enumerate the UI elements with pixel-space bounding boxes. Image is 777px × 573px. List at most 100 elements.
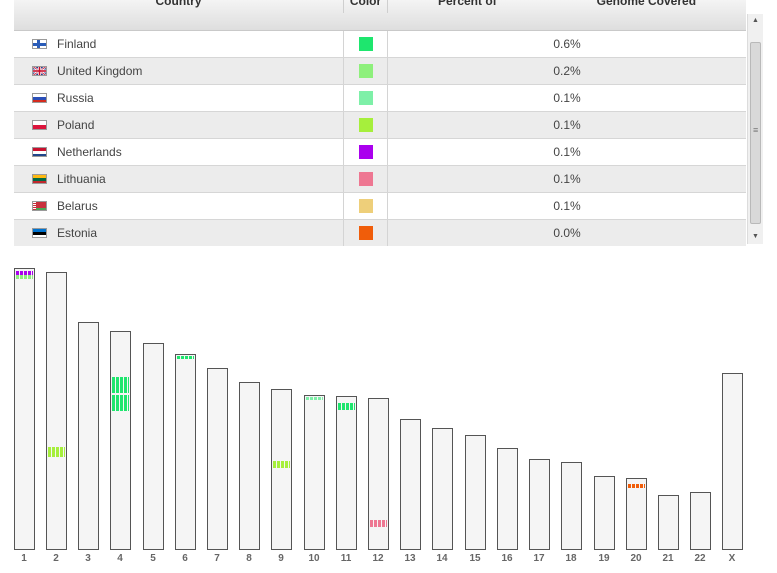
shared-segment[interactable] bbox=[48, 447, 65, 457]
chromosome-bar[interactable] bbox=[400, 419, 421, 550]
color-cell bbox=[344, 166, 388, 193]
percent-value: 0.0% bbox=[553, 226, 581, 240]
flag-estonia-icon bbox=[32, 228, 47, 238]
chromosome-bar[interactable] bbox=[143, 343, 164, 550]
chromosome-bar[interactable] bbox=[658, 495, 679, 550]
table-row[interactable]: Poland 0.1% bbox=[14, 112, 746, 139]
scroll-thumb[interactable]: ≡ bbox=[750, 42, 761, 224]
table-row[interactable]: Netherlands 0.1% bbox=[14, 139, 746, 166]
column-header-percent-suffix: Genome Covered bbox=[596, 0, 697, 8]
flag-russia-icon bbox=[32, 93, 47, 103]
chromosome-bar[interactable] bbox=[14, 268, 35, 550]
shared-segment[interactable] bbox=[112, 377, 129, 393]
chromosome-bar[interactable] bbox=[722, 373, 743, 550]
chromosome-bar[interactable] bbox=[594, 476, 615, 550]
table-body: Finland 0.6% bbox=[14, 31, 746, 246]
chromosome-label: 2 bbox=[53, 553, 59, 564]
shared-segment[interactable] bbox=[16, 271, 33, 275]
shared-segment[interactable] bbox=[273, 461, 290, 468]
country-cell: Finland bbox=[14, 31, 344, 58]
color-cell bbox=[344, 220, 388, 246]
country-cell: Estonia bbox=[14, 220, 344, 246]
flag-poland-icon bbox=[32, 120, 47, 130]
chromosome-label: 17 bbox=[533, 553, 545, 564]
chromosome-label: 9 bbox=[278, 553, 284, 564]
chromosome-bar[interactable] bbox=[690, 492, 711, 550]
chromosome-bar[interactable] bbox=[78, 322, 99, 550]
chromosome-label: 10 bbox=[308, 553, 320, 564]
chromosome-label: 22 bbox=[694, 553, 706, 564]
chromosome-bar[interactable] bbox=[207, 368, 228, 550]
column-header-color[interactable]: Color bbox=[344, 0, 388, 13]
country-name: Belarus bbox=[57, 199, 98, 213]
column-header-percent[interactable]: Percent of Genome Covered bbox=[388, 0, 746, 13]
color-swatch bbox=[359, 226, 373, 240]
color-cell bbox=[344, 193, 388, 220]
chromosome-label: 5 bbox=[150, 553, 156, 564]
scroll-down-arrow-icon[interactable]: ▼ bbox=[752, 233, 759, 240]
color-cell bbox=[344, 85, 388, 112]
chromosome-bar[interactable] bbox=[529, 459, 550, 550]
shared-segment[interactable] bbox=[112, 395, 129, 411]
shared-segment[interactable] bbox=[338, 403, 355, 410]
chromosome-bar[interactable] bbox=[465, 435, 486, 550]
chromosome-label: 19 bbox=[598, 553, 610, 564]
chromosome-bar[interactable] bbox=[626, 478, 647, 550]
chromosome-bar[interactable] bbox=[304, 395, 325, 550]
table-row[interactable]: Finland 0.6% bbox=[14, 31, 746, 58]
percent-value: 0.1% bbox=[553, 91, 581, 105]
chromosome-bar[interactable] bbox=[175, 354, 196, 550]
chromosome-bar[interactable] bbox=[432, 428, 453, 550]
shared-segment[interactable] bbox=[306, 397, 323, 400]
shared-segment[interactable] bbox=[370, 520, 387, 527]
color-swatch bbox=[359, 64, 373, 78]
chromosome-label: 12 bbox=[372, 553, 384, 564]
chromosome-label: 18 bbox=[565, 553, 577, 564]
table-header: Country Color Percent of Genome Covered bbox=[14, 0, 746, 31]
shared-segment[interactable] bbox=[16, 275, 33, 279]
chromosome-label: 3 bbox=[85, 553, 91, 564]
shared-segment[interactable] bbox=[177, 356, 194, 359]
chromosome-bar[interactable] bbox=[336, 396, 357, 550]
table-row[interactable]: United Kingdom 0.2% bbox=[14, 58, 746, 85]
table-row[interactable]: Belarus 0.1% bbox=[14, 193, 746, 220]
percent-value: 0.6% bbox=[553, 37, 581, 51]
chromosome-label: 21 bbox=[662, 553, 674, 564]
table-row[interactable]: Lithuania 0.1% bbox=[14, 166, 746, 193]
scroll-up-arrow-icon[interactable]: ▲ bbox=[752, 17, 759, 24]
chromosome-label: 7 bbox=[214, 553, 220, 564]
color-swatch bbox=[359, 37, 373, 51]
chromosome-bar[interactable] bbox=[497, 448, 518, 550]
chromosome-label: 1 bbox=[21, 553, 27, 564]
chromosome-bar[interactable] bbox=[368, 398, 389, 550]
chromosome-bar[interactable] bbox=[239, 382, 260, 550]
chromosome-label: 8 bbox=[246, 553, 252, 564]
color-swatch bbox=[359, 145, 373, 159]
color-cell bbox=[344, 139, 388, 166]
scroll-grip-icon: ≡ bbox=[753, 125, 759, 135]
percent-value: 0.1% bbox=[553, 118, 581, 132]
chromosome-label: X bbox=[728, 553, 736, 564]
chromosome-bar[interactable] bbox=[561, 462, 582, 550]
chromosome-label: 4 bbox=[117, 553, 123, 564]
column-header-country[interactable]: Country bbox=[14, 0, 344, 13]
chromosome-label: 15 bbox=[469, 553, 481, 564]
chromosome-bar[interactable] bbox=[110, 331, 131, 550]
country-table: Country Color Percent of Genome Covered F… bbox=[14, 0, 764, 246]
country-cell: Netherlands bbox=[14, 139, 344, 166]
chromosome-label: 16 bbox=[501, 553, 513, 564]
flag-finland-icon bbox=[32, 39, 47, 49]
chromosome-bar[interactable] bbox=[271, 389, 292, 550]
shared-segment[interactable] bbox=[628, 484, 645, 488]
color-swatch bbox=[359, 91, 373, 105]
table-scrollbar[interactable]: ▲ ≡ ▼ bbox=[747, 14, 763, 244]
column-header-country-label: Country bbox=[155, 0, 202, 8]
chromosome-bar[interactable] bbox=[46, 272, 67, 550]
color-swatch bbox=[359, 199, 373, 213]
table-row[interactable]: Estonia 0.0% bbox=[14, 220, 746, 246]
percent-value: 0.1% bbox=[553, 145, 581, 159]
table-row[interactable]: Russia 0.1% bbox=[14, 85, 746, 112]
color-swatch bbox=[359, 172, 373, 186]
color-swatch bbox=[359, 118, 373, 132]
